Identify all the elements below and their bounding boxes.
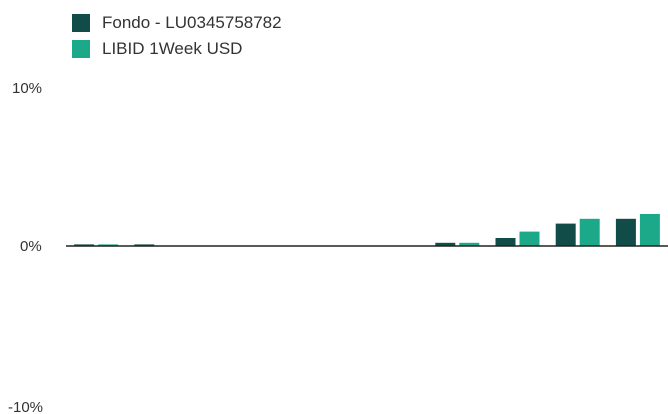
bar-series-2-category-1 (98, 244, 119, 246)
y-tick-label-zero: 0% (20, 238, 42, 255)
bar-series-2-category-8 (519, 231, 540, 246)
bar-series-1-category-9 (555, 223, 576, 246)
legend-label-fondo: Fondo - LU0345758782 (102, 13, 282, 32)
bar-group (74, 214, 660, 246)
chart-legend: Fondo - LU0345758782 LIBID 1Week USD (72, 10, 282, 62)
bar-series-1-category-2 (134, 244, 155, 246)
y-tick-label-bottom: -10% (8, 399, 43, 414)
legend-swatch-fondo (72, 14, 90, 32)
legend-item-libid: LIBID 1Week USD (72, 36, 282, 62)
bar-series-2-category-9 (579, 218, 600, 246)
bar-series-1-category-1 (74, 244, 95, 246)
bar-series-1-category-7 (435, 242, 456, 246)
bar-series-1-category-10 (615, 218, 636, 246)
bar-series-2-category-10 (639, 214, 660, 246)
bar-series-1-category-8 (495, 238, 516, 246)
bar-series-2-category-7 (459, 242, 480, 246)
legend-swatch-libid (72, 40, 90, 58)
legend-label-libid: LIBID 1Week USD (102, 39, 243, 58)
legend-item-fondo: Fondo - LU0345758782 (72, 10, 282, 36)
y-tick-label-top: 10% (12, 80, 42, 97)
